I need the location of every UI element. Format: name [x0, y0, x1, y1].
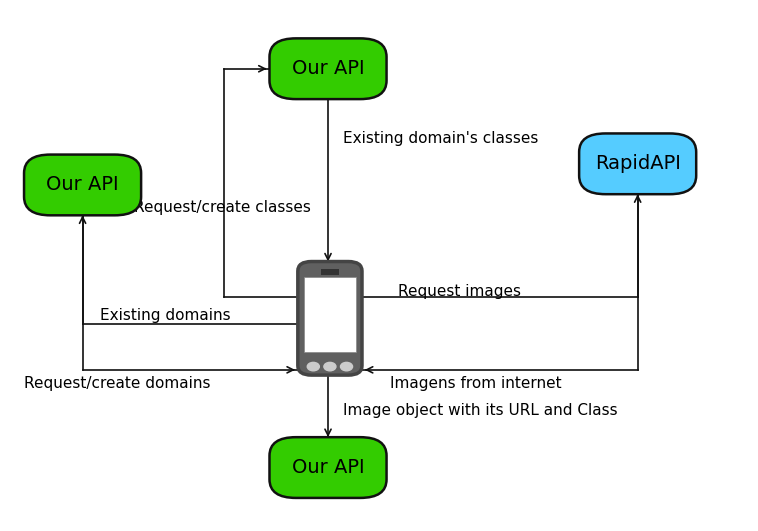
- Text: Our API: Our API: [292, 458, 365, 477]
- FancyBboxPatch shape: [270, 38, 387, 99]
- Text: Existing domains: Existing domains: [99, 308, 230, 323]
- Circle shape: [340, 362, 352, 371]
- Bar: [304, 277, 356, 353]
- Text: Existing domain's classes: Existing domain's classes: [343, 131, 538, 146]
- Text: Image object with its URL and Class: Image object with its URL and Class: [343, 403, 618, 418]
- Text: RapidAPI: RapidAPI: [595, 155, 681, 173]
- Bar: [321, 270, 339, 275]
- FancyBboxPatch shape: [270, 437, 387, 498]
- Circle shape: [324, 362, 336, 371]
- Text: Our API: Our API: [46, 175, 119, 194]
- Text: Request/create classes: Request/create classes: [133, 200, 311, 215]
- Text: Request images: Request images: [398, 285, 521, 299]
- Text: Our API: Our API: [292, 59, 365, 78]
- Text: Request/create domains: Request/create domains: [24, 375, 211, 390]
- Text: Imagens from internet: Imagens from internet: [390, 375, 562, 390]
- FancyBboxPatch shape: [298, 262, 362, 375]
- Circle shape: [307, 362, 319, 371]
- FancyBboxPatch shape: [579, 133, 696, 194]
- FancyBboxPatch shape: [24, 155, 141, 215]
